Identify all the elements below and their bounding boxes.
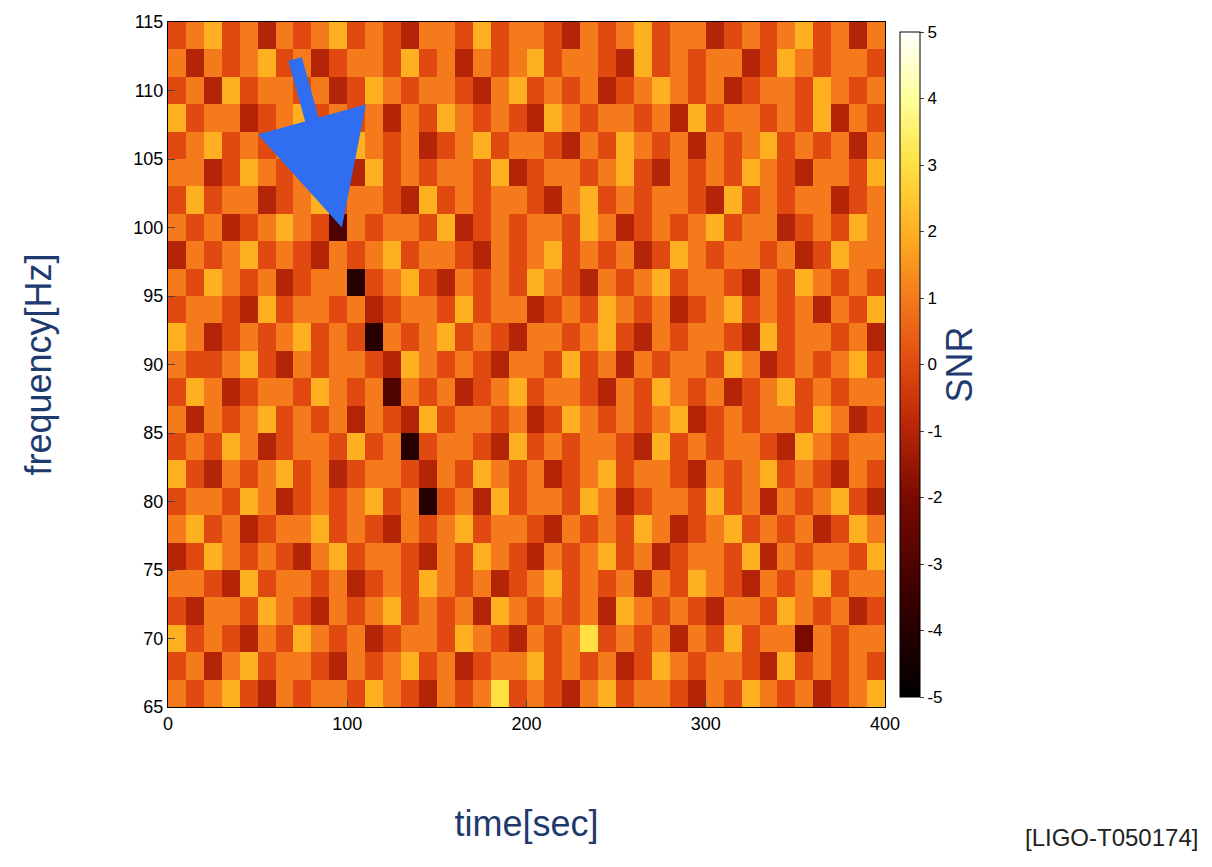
svg-text:115: 115 <box>135 12 164 32</box>
svg-text:300: 300 <box>691 714 721 734</box>
svg-text:5: 5 <box>927 23 936 42</box>
svg-text:time[sec]: time[sec] <box>454 803 598 844</box>
svg-text:frequency[Hz]: frequency[Hz] <box>18 253 59 475</box>
svg-text:95: 95 <box>143 286 163 306</box>
svg-text:-2: -2 <box>927 488 942 507</box>
svg-text:105: 105 <box>133 149 163 169</box>
svg-text:[LIGO-T050174]: [LIGO-T050174] <box>1025 824 1198 851</box>
svg-text:-4: -4 <box>927 621 942 640</box>
svg-text:2: 2 <box>927 222 936 241</box>
svg-text:-1: -1 <box>927 422 942 441</box>
svg-text:80: 80 <box>143 492 163 512</box>
svg-text:4: 4 <box>927 89 936 108</box>
svg-text:-3: -3 <box>927 555 942 574</box>
svg-text:-5: -5 <box>927 688 942 707</box>
svg-text:200: 200 <box>511 714 541 734</box>
svg-text:70: 70 <box>143 629 163 649</box>
svg-text:75: 75 <box>143 560 163 580</box>
svg-text:110: 110 <box>135 81 164 101</box>
svg-text:85: 85 <box>143 423 163 443</box>
svg-text:100: 100 <box>133 218 163 238</box>
svg-text:3: 3 <box>927 156 936 175</box>
svg-text:65: 65 <box>143 697 163 717</box>
svg-text:0: 0 <box>927 355 936 374</box>
svg-text:1: 1 <box>927 289 936 308</box>
svg-text:0: 0 <box>163 714 173 734</box>
svg-text:90: 90 <box>143 355 163 375</box>
svg-text:400: 400 <box>870 714 900 734</box>
svg-text:100: 100 <box>332 714 362 734</box>
svg-text:SNR: SNR <box>939 326 980 402</box>
